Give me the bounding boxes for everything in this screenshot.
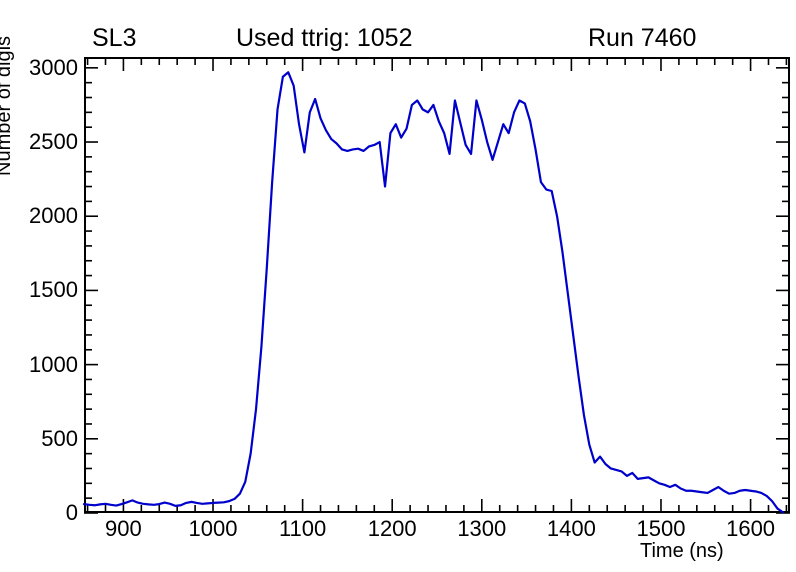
y-axis-tick-label: 0 xyxy=(65,500,78,525)
x-axis-tick-label: 1000 xyxy=(188,516,238,541)
x-axis-title: Time (ns) xyxy=(640,540,724,562)
x-axis-tick-label: 1200 xyxy=(367,516,417,541)
y-axis-tick-label: 1000 xyxy=(29,351,78,377)
y-axis-tick-label: 500 xyxy=(41,425,78,451)
y-axis-tick-label: 2500 xyxy=(29,129,78,155)
y-axis-tick-label: 1500 xyxy=(29,277,78,303)
x-axis-tick-label: 1300 xyxy=(457,516,507,541)
x-axis-tick-label: 900 xyxy=(105,516,142,541)
chart-label-superlayer: SL3 xyxy=(92,24,137,52)
y-axis-tick-label: 3000 xyxy=(29,54,78,80)
chart-label-run: Run 7460 xyxy=(588,24,697,52)
x-axis-ticks xyxy=(86,57,788,513)
y-axis-tick-label: 2000 xyxy=(29,203,78,229)
chart-title: Used ttrig: 1052 xyxy=(236,24,413,52)
data-series-line xyxy=(82,71,784,514)
x-axis-tick-label: 1400 xyxy=(546,516,596,541)
x-axis-tick-label: 1100 xyxy=(278,516,327,541)
y-axis-ticks xyxy=(84,67,790,514)
plot-frame xyxy=(84,57,790,513)
x-axis-tick-label: 1500 xyxy=(636,516,686,541)
x-axis-tick-label: 1600 xyxy=(726,516,776,541)
